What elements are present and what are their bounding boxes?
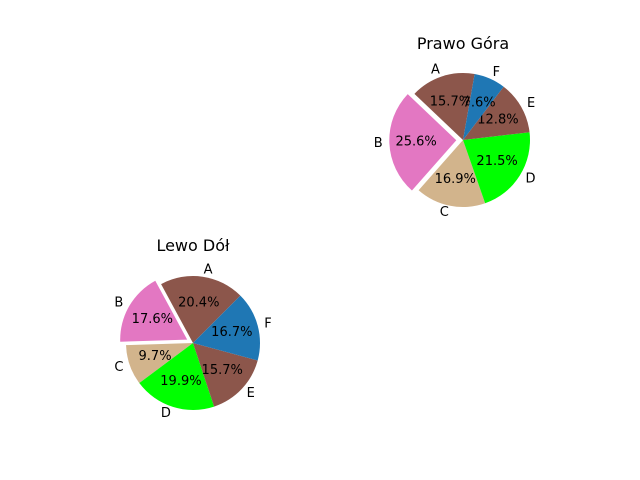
slice-percent-label: 17.6% xyxy=(132,312,173,327)
pie-slice-c xyxy=(418,140,486,207)
slice-percent-label: 19.9% xyxy=(160,374,201,389)
slice-category-label: C xyxy=(440,205,449,220)
slice-percent-label: 16.9% xyxy=(435,172,476,187)
pie-slice-e xyxy=(193,343,258,407)
slice-category-label: D xyxy=(161,406,171,421)
slice-percent-label: 9.7% xyxy=(139,349,172,364)
slice-percent-label: 15.7% xyxy=(430,94,471,109)
slice-category-label: B xyxy=(114,295,123,310)
pie-slice-f xyxy=(463,74,504,140)
pie-slice-f xyxy=(193,295,261,361)
slice-percent-label: 16.7% xyxy=(211,325,252,340)
pie-slice-d xyxy=(139,343,215,410)
slice-category-label: D xyxy=(525,172,535,187)
pie-chart-bottom-left: Lewo Dół 20.4% A 17.6% B 9.7% C 19.9% D 15.7% E 16… xyxy=(114,236,271,421)
slice-percent-label: 21.5% xyxy=(476,154,517,169)
slice-percent-label: 20.4% xyxy=(178,296,219,311)
pie-slice-b xyxy=(120,280,188,342)
slice-category-label: A xyxy=(431,62,440,77)
slice-category-label: E xyxy=(247,386,255,401)
slice-percent-label: 7.6% xyxy=(463,96,496,111)
chart-title: Prawo Góra xyxy=(417,34,509,53)
slice-category-label: A xyxy=(204,263,213,278)
slice-percent-label: 25.6% xyxy=(395,135,436,150)
pie-slice-a xyxy=(414,73,475,140)
slice-percent-label: 12.8% xyxy=(477,113,518,128)
pie-slice-e xyxy=(463,86,530,140)
slice-category-label: C xyxy=(114,360,123,375)
pie-slice-c xyxy=(126,343,193,384)
slice-category-label: F xyxy=(264,316,271,331)
pie-slice-d xyxy=(463,132,530,204)
pie-chart-top-right: Prawo Góra 15.7% A 25.6% B 16.9% C 21.5% D 12.8%… xyxy=(374,34,536,220)
chart-title: Lewo Dół xyxy=(156,236,230,255)
slice-percent-label: 15.7% xyxy=(202,363,243,378)
slice-category-label: E xyxy=(527,96,535,111)
slice-category-label: B xyxy=(374,136,383,151)
pie-slice-b xyxy=(389,94,457,191)
slice-category-label: F xyxy=(493,65,500,80)
pie-slice-a xyxy=(161,276,241,343)
